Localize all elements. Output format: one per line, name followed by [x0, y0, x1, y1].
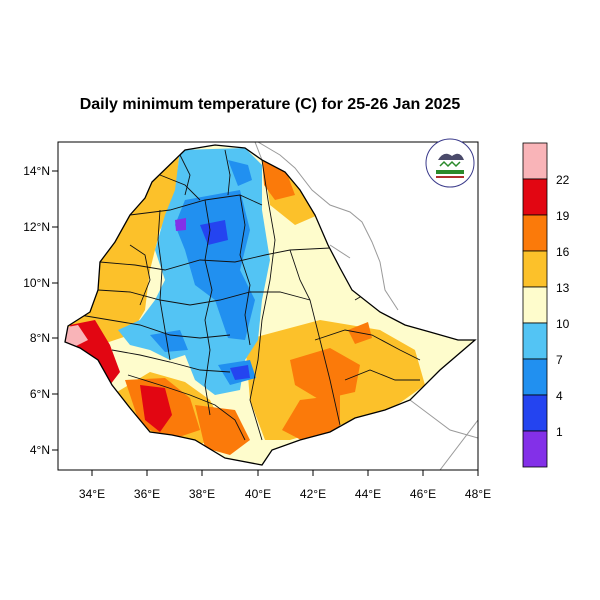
- lon-tick-labels: 34°E 36°E 38°E 40°E 42°E 44°E 46°E 48°E: [79, 487, 491, 501]
- legend-label: 10: [556, 317, 570, 331]
- legend-label: 7: [556, 353, 563, 367]
- legend-swatch: [522, 430, 548, 468]
- lat-tick-label: 14°N: [23, 164, 50, 178]
- lon-axis: [91, 470, 479, 476]
- color-legend: 22 19 16 13 10 7 4 1: [522, 142, 570, 468]
- lon-tick-label: 42°E: [300, 487, 326, 501]
- lat-tick-label: 8°N: [30, 331, 50, 345]
- lon-tick-label: 44°E: [355, 487, 381, 501]
- legend-swatch: [522, 142, 548, 180]
- lat-tick-label: 12°N: [23, 220, 50, 234]
- lon-tick-label: 36°E: [134, 487, 160, 501]
- map-title: Daily minimum temperature (C) for 25-26 …: [79, 96, 461, 113]
- legend-label: 19: [556, 209, 570, 223]
- legend-label: 22: [556, 173, 570, 187]
- map-frame: [57, 141, 479, 471]
- legend-swatch: [522, 358, 548, 396]
- lat-tick-label: 4°N: [30, 443, 50, 457]
- ethiopian-meteorology-institute-logo: [425, 138, 475, 188]
- lat-tick-label: 6°N: [30, 387, 50, 401]
- lat-tick-label: 10°N: [23, 276, 50, 290]
- lon-tick-label: 34°E: [79, 487, 105, 501]
- legend-swatch: [522, 286, 548, 324]
- legend-swatch: [522, 250, 548, 288]
- lon-tick-label: 46°E: [410, 487, 436, 501]
- lat-tick-labels: 14°N 12°N 10°N 8°N 6°N 4°N: [23, 164, 50, 457]
- lon-tick-label: 38°E: [189, 487, 215, 501]
- legend-swatch: [522, 322, 548, 360]
- admin-boundaries: [79, 149, 421, 441]
- legend-label: 16: [556, 245, 570, 259]
- lon-tick-label: 48°E: [465, 487, 491, 501]
- lon-tick-label: 40°E: [245, 487, 271, 501]
- legend-label: 4: [556, 389, 563, 403]
- lat-axis: [52, 170, 58, 451]
- legend-label: 1: [556, 425, 563, 439]
- legend-swatch: [522, 178, 548, 216]
- neighbor-borders: [254, 142, 478, 470]
- legend-swatch: [522, 214, 548, 252]
- ethiopia-outline: [64, 144, 477, 466]
- temperature-field: [65, 145, 475, 465]
- legend-label: 13: [556, 281, 570, 295]
- legend-swatch: [522, 394, 548, 432]
